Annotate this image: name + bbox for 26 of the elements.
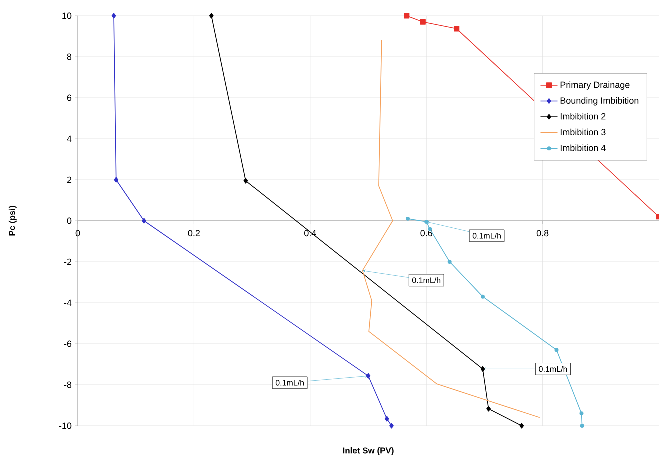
y-tick-label: 6 [67,94,72,102]
legend-label: Bounding Imbibition [560,97,639,106]
y-tick-label: -4 [64,300,72,306]
y-tick-label: -10 [59,422,72,430]
legend-label: Imbibition 2 [560,113,606,120]
x-tick-label: 0 [76,230,80,237]
y-axis-title: Pc (psi) [8,206,17,236]
y-tick-label: -6 [64,340,72,348]
y-tick-label: 8 [67,54,72,60]
y-tick-label: 2 [67,176,72,184]
x-tick-label: 0.6 [420,230,432,237]
legend-label: Primary Drainage [560,82,630,90]
annotation: 0.1mL/h [539,366,568,372]
x-tick-label: 0.8 [536,230,549,237]
x-axis-title: Inlet Sw (PV) [343,447,394,456]
annotation: 0.1mL/h [472,233,501,239]
annotation: 0.1mL/h [412,278,441,284]
y-tick-label: -8 [64,382,72,388]
y-tick-label: 10 [62,12,72,20]
y-tick-label: 0 [67,218,72,224]
annotation: 0.1mL/h [276,380,304,386]
y-tick-label: -2 [64,258,72,266]
x-tick-label: 0.2 [188,230,200,237]
legend-label: Imbibition 4 [560,144,606,152]
legend-label: Imbibition 3 [560,128,606,136]
y-tick-label: 4 [67,136,72,142]
